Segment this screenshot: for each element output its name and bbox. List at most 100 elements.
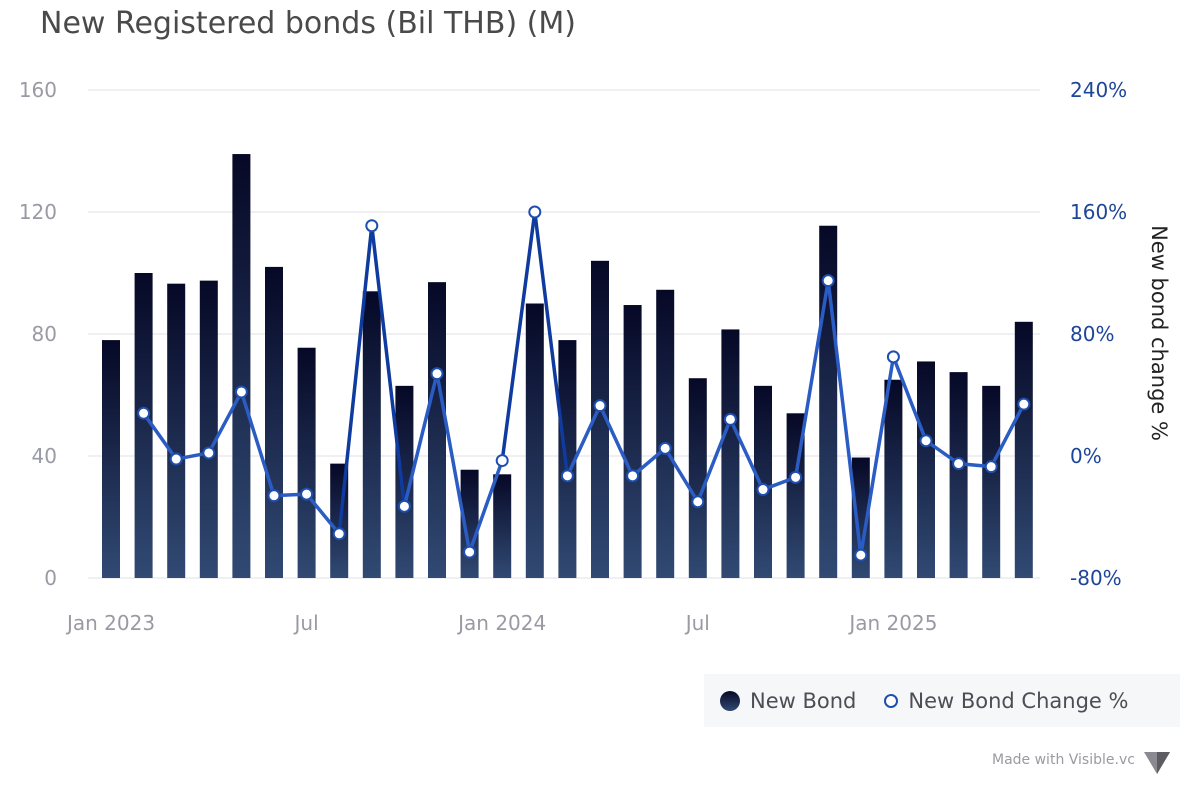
bar bbox=[428, 282, 446, 578]
line-segment bbox=[598, 403, 635, 478]
bar bbox=[721, 329, 740, 578]
bar bbox=[917, 361, 935, 578]
bar bbox=[623, 305, 642, 578]
bar bbox=[297, 347, 316, 578]
line-segment bbox=[304, 492, 341, 536]
bar bbox=[167, 283, 186, 578]
line-point bbox=[397, 499, 411, 513]
legend-label-new-bond: New Bond bbox=[750, 688, 857, 713]
y-left-tick-label: 120 bbox=[19, 200, 57, 224]
line-point bbox=[723, 412, 737, 426]
line-segment bbox=[402, 371, 439, 509]
line-segment bbox=[826, 278, 863, 557]
bar bbox=[558, 340, 577, 578]
line-point bbox=[691, 495, 705, 509]
line-point bbox=[854, 548, 868, 562]
y-left-tick-label: 0 bbox=[44, 566, 57, 590]
line-point bbox=[821, 274, 835, 288]
line-segment bbox=[793, 278, 830, 480]
line-segment bbox=[663, 446, 700, 504]
bar bbox=[134, 273, 153, 578]
bar bbox=[493, 474, 512, 578]
legend: New Bond New Bond Change % bbox=[704, 674, 1180, 727]
bar bbox=[982, 385, 1001, 578]
line-point bbox=[430, 367, 444, 381]
line-segment bbox=[728, 417, 765, 492]
bar bbox=[232, 154, 251, 579]
line-series bbox=[137, 205, 1031, 562]
x-tick-label: Jul bbox=[684, 611, 710, 635]
line-point bbox=[202, 446, 216, 460]
bar bbox=[102, 340, 120, 578]
x-axis: Jan 2023 Jul Jan 2024 Jul Jan 2025 bbox=[65, 611, 937, 635]
line-point bbox=[169, 452, 183, 466]
bar bbox=[656, 289, 675, 578]
line-point bbox=[756, 483, 770, 497]
x-tick-label: Jan 2023 bbox=[65, 611, 155, 635]
bar bbox=[1014, 321, 1033, 578]
bar bbox=[851, 457, 870, 578]
line-point bbox=[495, 454, 509, 468]
y-right-tick-label: 160% bbox=[1070, 200, 1127, 224]
line-point bbox=[919, 434, 933, 448]
y-right-tick-label: 0% bbox=[1070, 444, 1102, 468]
left-axis: 0 40 80 120 160 bbox=[19, 78, 57, 590]
right-axis-title: New bond change % bbox=[1147, 225, 1171, 441]
line-segment bbox=[924, 439, 961, 466]
line-segment bbox=[630, 446, 667, 478]
bar bbox=[754, 385, 772, 578]
line-point bbox=[952, 457, 966, 471]
line-point bbox=[137, 406, 151, 420]
bar bbox=[949, 372, 968, 578]
bar bbox=[395, 385, 414, 578]
line-point bbox=[886, 350, 900, 364]
line-segment bbox=[500, 210, 537, 463]
line-point bbox=[528, 205, 542, 219]
right-axis: -80% 0% 80% 160% 240% bbox=[1070, 78, 1127, 590]
x-tick-label: Jul bbox=[293, 611, 319, 635]
chart-title: New Registered bonds (Bil THB) (M) bbox=[40, 6, 576, 41]
legend-item-change[interactable]: New Bond Change % bbox=[884, 689, 1128, 713]
line-segment bbox=[467, 458, 504, 554]
line-point bbox=[332, 527, 346, 541]
line-segment bbox=[141, 411, 178, 461]
x-tick-label: Jan 2025 bbox=[847, 611, 937, 635]
legend-item-new-bond[interactable]: New Bond bbox=[720, 689, 856, 713]
line-segment bbox=[989, 402, 1026, 469]
y-right-tick-label: -80% bbox=[1070, 566, 1122, 590]
line-segment bbox=[239, 390, 276, 498]
legend-label-change: New Bond Change % bbox=[908, 688, 1129, 713]
visible-logo-icon bbox=[1144, 752, 1170, 774]
x-tick-label: Jan 2024 bbox=[456, 611, 546, 635]
bar bbox=[199, 280, 218, 578]
line-segment bbox=[859, 355, 896, 557]
line-segment bbox=[891, 355, 928, 443]
bar bbox=[265, 266, 283, 578]
bar-series bbox=[102, 154, 1033, 579]
line-segment bbox=[337, 223, 374, 536]
line-segment bbox=[207, 390, 244, 455]
line-point bbox=[560, 469, 574, 483]
bar bbox=[591, 260, 609, 578]
legend-swatch-line bbox=[884, 693, 899, 708]
line-point bbox=[267, 489, 281, 503]
line-segment bbox=[370, 223, 407, 509]
bar bbox=[362, 291, 381, 578]
line-point bbox=[658, 441, 672, 455]
line-point bbox=[789, 470, 803, 484]
line-point bbox=[300, 487, 314, 501]
line-point bbox=[365, 219, 379, 233]
bar bbox=[884, 379, 903, 578]
line-segment bbox=[696, 417, 733, 504]
y-right-tick-label: 240% bbox=[1070, 78, 1127, 102]
bar bbox=[525, 303, 544, 578]
y-left-tick-label: 160 bbox=[19, 78, 57, 102]
line-segment bbox=[435, 371, 472, 554]
line-point bbox=[984, 460, 998, 474]
line-point bbox=[626, 469, 640, 483]
line-segment bbox=[533, 210, 570, 478]
line-point bbox=[234, 385, 248, 399]
bar bbox=[688, 378, 707, 578]
line-point bbox=[1017, 397, 1031, 411]
watermark-text: Made with Visible.vc bbox=[992, 752, 1135, 768]
